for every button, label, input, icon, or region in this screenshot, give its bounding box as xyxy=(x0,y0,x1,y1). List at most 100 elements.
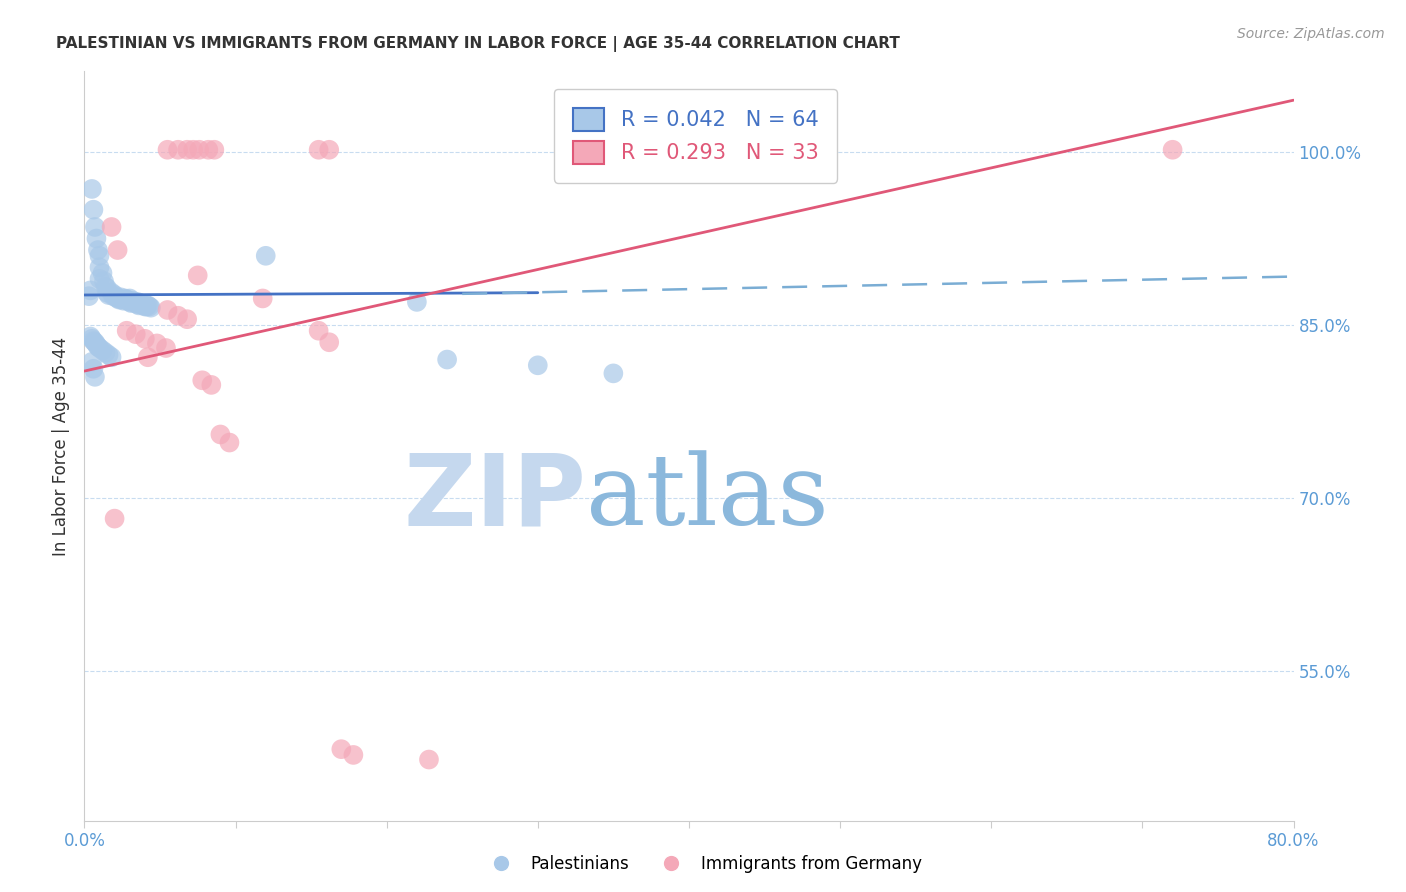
Point xyxy=(80,332,103,346)
Point xyxy=(87,340,110,354)
Point xyxy=(127,297,149,311)
Point xyxy=(191,373,214,387)
Point xyxy=(138,300,160,314)
Point xyxy=(84,369,107,384)
Text: ZIP: ZIP xyxy=(404,450,586,547)
Point xyxy=(406,294,429,309)
Point xyxy=(139,301,162,315)
Point xyxy=(94,280,117,294)
Point xyxy=(97,348,120,362)
Point xyxy=(117,293,139,308)
Point xyxy=(89,249,111,263)
Point xyxy=(131,297,153,311)
Point xyxy=(80,355,103,369)
Point xyxy=(107,243,129,257)
Point xyxy=(436,352,458,367)
Point xyxy=(93,274,115,288)
Point xyxy=(79,329,101,343)
Point xyxy=(342,747,364,762)
Point xyxy=(114,292,136,306)
Point xyxy=(330,742,353,756)
Point xyxy=(254,249,277,263)
Point xyxy=(176,312,198,326)
Point xyxy=(84,335,107,350)
Point xyxy=(418,753,440,767)
Point xyxy=(118,292,141,306)
Point xyxy=(89,341,111,355)
Point xyxy=(318,143,340,157)
Point xyxy=(200,378,222,392)
Point xyxy=(107,292,129,306)
Point xyxy=(318,335,340,350)
Point xyxy=(127,294,149,309)
Point xyxy=(97,288,120,302)
Point xyxy=(156,303,179,318)
Point xyxy=(135,300,157,314)
Point xyxy=(96,285,118,300)
Point xyxy=(111,293,134,307)
Point xyxy=(136,298,159,312)
Point xyxy=(101,289,124,303)
Point xyxy=(125,327,148,342)
Point xyxy=(187,268,209,283)
Point xyxy=(118,294,141,309)
Point xyxy=(86,231,108,245)
Point xyxy=(86,337,108,351)
Point xyxy=(77,289,100,303)
Point xyxy=(108,293,131,307)
Point xyxy=(91,343,114,358)
Point xyxy=(87,243,110,257)
Text: atlas: atlas xyxy=(586,450,830,546)
Point xyxy=(167,309,190,323)
Point xyxy=(134,332,156,346)
Point xyxy=(218,435,240,450)
Point xyxy=(115,324,138,338)
Point xyxy=(527,359,550,373)
Point xyxy=(100,350,122,364)
Point xyxy=(202,143,225,157)
Point xyxy=(134,297,156,311)
Point xyxy=(134,300,156,314)
Point xyxy=(129,296,152,310)
Point xyxy=(648,143,671,157)
Point xyxy=(105,290,128,304)
Point xyxy=(308,324,330,338)
Point xyxy=(89,272,111,286)
Text: PALESTINIAN VS IMMIGRANTS FROM GERMANY IN LABOR FORCE | AGE 35-44 CORRELATION CH: PALESTINIAN VS IMMIGRANTS FROM GERMANY I… xyxy=(56,36,900,52)
Point xyxy=(176,143,198,157)
Point xyxy=(132,298,155,312)
Point xyxy=(308,143,330,157)
Point xyxy=(82,202,104,217)
Point xyxy=(80,182,103,196)
Y-axis label: In Labor Force | Age 35-44: In Labor Force | Age 35-44 xyxy=(52,336,70,556)
Point xyxy=(125,296,148,310)
Point xyxy=(112,293,135,308)
Point xyxy=(602,367,624,381)
Point xyxy=(122,294,145,309)
Point xyxy=(167,143,190,157)
Point xyxy=(209,427,232,442)
Point xyxy=(100,219,122,234)
Point xyxy=(156,143,179,157)
Point xyxy=(121,293,143,308)
Point xyxy=(110,290,132,304)
Point xyxy=(79,284,101,298)
Point xyxy=(136,350,159,364)
Point xyxy=(1161,143,1184,157)
Point xyxy=(84,219,107,234)
Point xyxy=(155,341,177,355)
Point xyxy=(104,288,127,302)
Point xyxy=(82,361,104,376)
Point xyxy=(89,260,111,275)
Point xyxy=(188,143,211,157)
Point xyxy=(128,298,150,312)
Point xyxy=(146,336,169,351)
Point xyxy=(115,293,138,307)
Point xyxy=(96,281,118,295)
Point xyxy=(181,143,204,157)
Legend: R = 0.042   N = 64, R = 0.293   N = 33: R = 0.042 N = 64, R = 0.293 N = 33 xyxy=(554,89,838,183)
Point xyxy=(197,143,219,157)
Point xyxy=(82,334,104,348)
Point xyxy=(100,285,122,300)
Point xyxy=(91,266,114,280)
